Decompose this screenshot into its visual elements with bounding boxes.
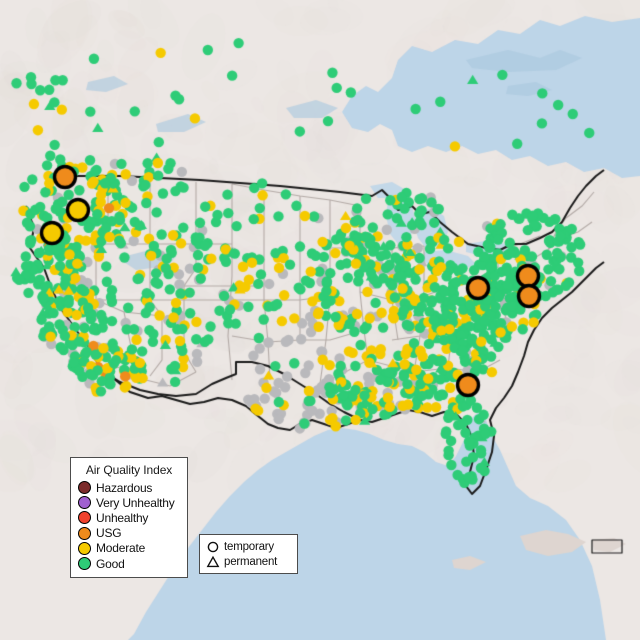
marker-legend-item-temporary[interactable]: temporary: [206, 539, 292, 554]
aqi-legend-item-moderate[interactable]: Moderate: [78, 541, 180, 556]
aqi-legend: Air Quality Index Hazardous Very Unhealth…: [70, 457, 188, 579]
marker-legend-label: permanent: [224, 555, 278, 568]
aqi-legend-title: Air Quality Index: [85, 463, 173, 477]
aqi-legend-rows: Hazardous Very Unhealthy Unhealthy USG Moder…: [78, 480, 180, 571]
circle-marker-icon: [207, 541, 219, 552]
aqi-legend-label: USG: [96, 526, 122, 541]
aqi-legend-label: Good: [96, 556, 125, 571]
aqi-legend-item-unhealthy[interactable]: Unhealthy: [78, 510, 180, 525]
triangle-marker-icon: [206, 555, 220, 567]
aqi-swatch-icon: [78, 481, 91, 495]
aqi-legend-label: Hazardous: [96, 480, 153, 495]
marker-legend-label: temporary: [224, 540, 274, 553]
aqi-legend-label: Moderate: [96, 541, 146, 556]
aqi-swatch-icon: [78, 496, 91, 510]
marker-legend-item-permanent[interactable]: permanent: [206, 554, 292, 569]
aqi-swatch-icon: [78, 511, 91, 525]
aqi-legend-label: Unhealthy: [96, 510, 149, 525]
aqi-legend-item-hazardous[interactable]: Hazardous: [78, 480, 180, 495]
aqi-legend-label: Very Unhealthy: [96, 495, 175, 510]
aqi-legend-item-very-unhealthy[interactable]: Very Unhealthy: [78, 495, 180, 510]
aqi-swatch-icon: [78, 557, 91, 571]
aqi-swatch-icon: [78, 526, 91, 540]
aqi-legend-item-good[interactable]: Good: [78, 556, 180, 571]
aqi-legend-item-usg[interactable]: USG: [78, 526, 180, 541]
marker-shape-legend: temporary permanent: [199, 534, 298, 574]
marker-shape-legend-rows: temporary permanent: [206, 539, 292, 569]
aqi-swatch-icon: [78, 541, 91, 555]
